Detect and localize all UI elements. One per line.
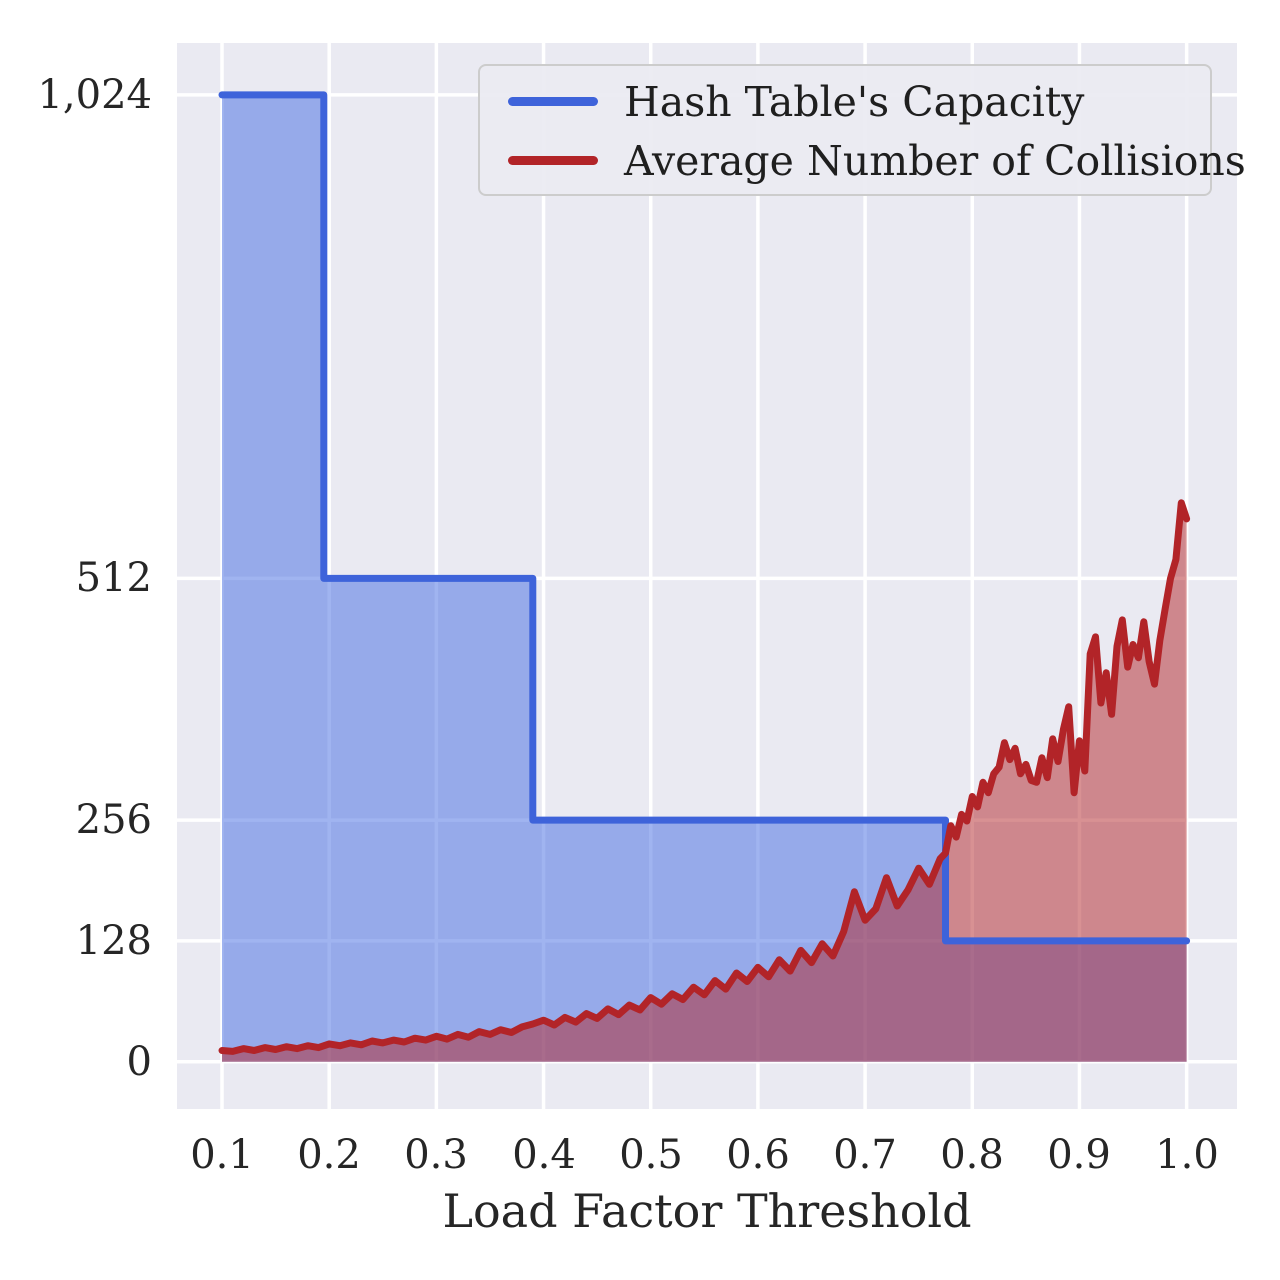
x-tick-label: 0.1 xyxy=(190,1132,254,1178)
x-tick-label: 0.9 xyxy=(1047,1132,1111,1178)
legend-entry-collisions: Average Number of Collisions xyxy=(508,131,1246,190)
x-tick-label: 0.2 xyxy=(297,1132,361,1178)
capacity-line-swatch xyxy=(508,97,598,106)
legend-entry-capacity: Hash Table's Capacity xyxy=(508,72,1210,131)
x-tick-label: 0.4 xyxy=(512,1132,576,1178)
x-tick-label: 1.0 xyxy=(1155,1132,1219,1178)
x-tick-label: 0.5 xyxy=(619,1132,683,1178)
legend-label: Hash Table's Capacity xyxy=(624,77,1085,126)
x-tick-label: 0.7 xyxy=(833,1132,897,1178)
x-tick-label: 0.8 xyxy=(940,1132,1004,1178)
legend: Hash Table's Capacity Average Number of … xyxy=(478,64,1246,196)
collisions-line-swatch xyxy=(508,156,598,165)
x-axis-label: Load Factor Threshold xyxy=(442,1184,972,1238)
x-tick-label: 0.3 xyxy=(404,1132,468,1178)
y-tick-label: 0 xyxy=(126,1039,152,1085)
y-tick-label: 1,024 xyxy=(37,72,152,118)
legend-label: Average Number of Collisions xyxy=(624,136,1246,185)
y-tick-label: 512 xyxy=(75,555,152,601)
y-tick-label: 128 xyxy=(75,918,152,964)
x-tick-label: 0.6 xyxy=(726,1132,790,1178)
y-tick-label: 256 xyxy=(75,797,152,843)
